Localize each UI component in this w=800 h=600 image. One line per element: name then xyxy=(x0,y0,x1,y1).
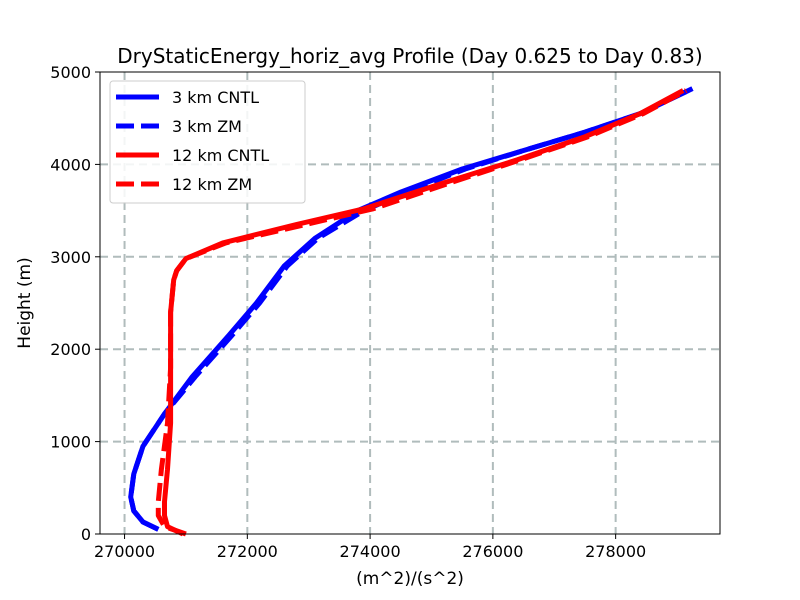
legend-label-3km-zm: 3 km ZM xyxy=(172,117,242,136)
y-tick-label: 4000 xyxy=(50,155,91,174)
x-tick-label: 274000 xyxy=(340,542,401,561)
legend: 3 km CNTL 3 km ZM 12 km CNTL 12 km ZM xyxy=(109,80,306,204)
plot-frame xyxy=(99,71,721,535)
x-tick-label: 272000 xyxy=(217,542,278,561)
series-line-12-km-zm xyxy=(155,88,688,537)
y-tick-label: 0 xyxy=(81,525,91,544)
y-tick-label: 2000 xyxy=(50,340,91,359)
chart-title: DryStaticEnergy_horiz_avg Profile (Day 0… xyxy=(117,44,702,68)
y-tick-label: 3000 xyxy=(50,248,91,267)
legend-box xyxy=(109,80,306,204)
ticks: 270000 272000 274000 276000 278000 0 1000 2000 3… xyxy=(50,63,646,561)
legend-label-12km-zm: 12 km ZM xyxy=(172,175,252,194)
x-tick-label: 278000 xyxy=(585,542,646,561)
series-line-3-km-zm xyxy=(128,86,694,532)
series-group xyxy=(128,86,694,537)
y-tick-label: 1000 xyxy=(50,433,91,452)
y-tick-label: 5000 xyxy=(50,63,91,82)
grid xyxy=(100,72,720,534)
y-axis-label: Height (m) xyxy=(15,257,35,348)
legend-label-12km-cntl: 12 km CNTL xyxy=(172,146,269,165)
legend-label-3km-cntl: 3 km CNTL xyxy=(172,88,259,107)
x-axis-label: (m^2)/(s^2) xyxy=(356,569,464,589)
x-tick-label: 270000 xyxy=(94,542,155,561)
x-tick-label: 276000 xyxy=(462,542,523,561)
